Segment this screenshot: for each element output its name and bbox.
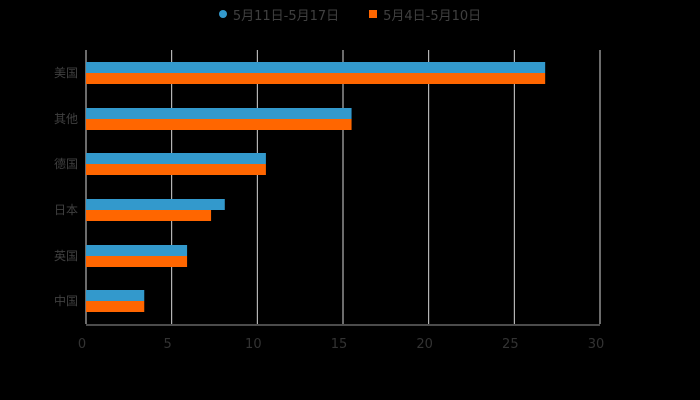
x-tick-label: 20 <box>416 337 433 352</box>
bar[interactable] <box>86 73 546 84</box>
bar[interactable] <box>86 210 212 221</box>
y-category-label: 其他 <box>54 112 78 126</box>
circle-marker-icon <box>218 10 227 18</box>
bar[interactable] <box>86 108 352 119</box>
bar[interactable] <box>86 245 188 256</box>
bar[interactable] <box>86 164 266 175</box>
y-category-label: 日本 <box>54 203 78 217</box>
x-tick-label: 5 <box>164 337 172 352</box>
y-category-label: 美国 <box>54 66 78 80</box>
bar[interactable] <box>86 62 546 73</box>
bar[interactable] <box>86 199 225 210</box>
y-category-label: 英国 <box>54 249 78 263</box>
x-tick-label: 30 <box>588 337 605 352</box>
legend-item-series2[interactable]: 5月4日-5月10日 <box>369 5 481 24</box>
y-category-label: 德国 <box>54 156 78 171</box>
bar[interactable] <box>86 301 145 312</box>
bar[interactable] <box>86 153 266 164</box>
x-tick-label: 25 <box>502 337 519 352</box>
bar[interactable] <box>86 290 145 301</box>
x-tick-label: 15 <box>331 337 348 352</box>
bar[interactable] <box>86 119 352 130</box>
bar[interactable] <box>86 256 188 267</box>
legend-label: 5月4日-5月10日 <box>383 8 482 24</box>
legend-label: 5月11日-5月17日 <box>232 8 340 24</box>
square-marker-icon <box>369 10 378 18</box>
chart-legend: 5月11日-5月17日 5月4日-5月10日 <box>0 4 700 24</box>
legend-item-series1[interactable]: 5月11日-5月17日 <box>218 5 340 24</box>
x-tick-label: 0 <box>78 337 86 352</box>
x-tick-label: 10 <box>245 337 262 352</box>
y-category-label: 中国 <box>54 293 78 308</box>
